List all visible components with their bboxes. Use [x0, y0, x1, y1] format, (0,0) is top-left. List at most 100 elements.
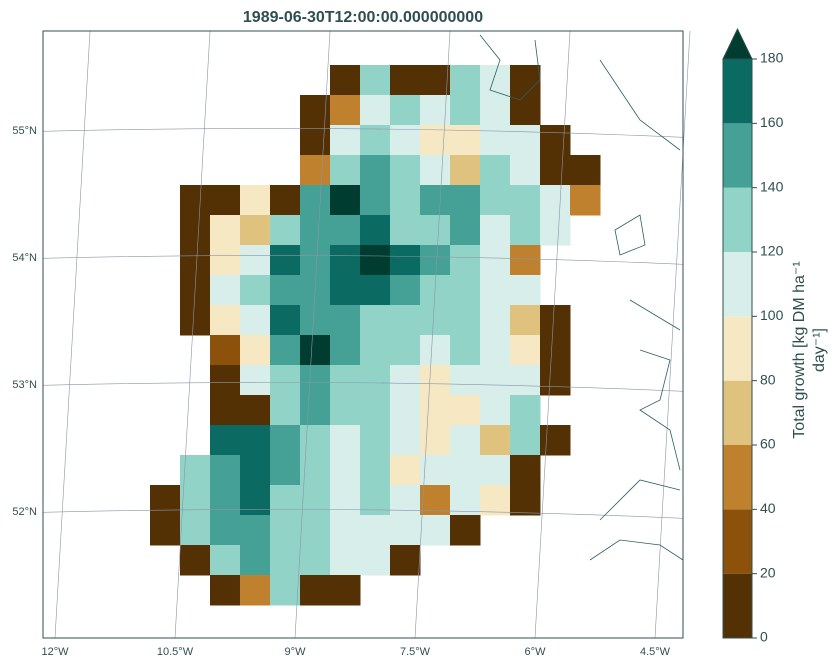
colorbar-tick-label: 180	[760, 50, 784, 66]
grid-cell	[150, 485, 181, 516]
colorbar-segment	[723, 573, 752, 638]
grid-cell	[510, 455, 541, 486]
grid-cell	[420, 305, 451, 336]
grid-cell	[270, 425, 301, 456]
grid-cell	[300, 365, 331, 396]
colorbar-label: Total growth [kg DM ha⁻¹	[791, 261, 808, 438]
colorbar-tick-label: 140	[760, 178, 784, 194]
grid-cell	[300, 155, 331, 186]
grid-cell	[210, 485, 241, 516]
grid-cell	[480, 365, 511, 396]
grid-cell	[510, 395, 541, 426]
grid-cell	[180, 245, 211, 276]
lon-tick-label: 12°W	[41, 646, 69, 658]
grid-cell	[360, 215, 391, 246]
grid-cell	[210, 245, 241, 276]
colorbar-frame	[722, 58, 753, 639]
colorbar-tick-label: 160	[760, 114, 784, 130]
grid-cell	[480, 395, 511, 426]
coastline	[479, 34, 684, 561]
grid-cell	[360, 455, 391, 486]
grid-cell	[360, 305, 391, 336]
grid-cell	[330, 335, 361, 366]
parallel	[42, 382, 684, 392]
grid-cell	[450, 155, 481, 186]
colorbar-tick-label: 80	[760, 371, 776, 387]
graticule: 12°W 10.5°W 9°W 7.5°W 6°W 4.5°W 55°N 54°N 53°N 52…	[12, 30, 691, 658]
grid-cell	[420, 215, 451, 246]
grid-cell	[270, 515, 301, 546]
grid-cell	[360, 95, 391, 126]
grid-cell	[180, 545, 211, 576]
grid-cell	[330, 215, 361, 246]
grid-cell	[360, 125, 391, 156]
grid-cell	[540, 365, 571, 396]
grid-cell	[270, 575, 301, 606]
grid-cell	[390, 395, 421, 426]
grid-cell	[240, 185, 271, 216]
meridian	[534, 30, 571, 639]
lon-tick-label: 10.5°W	[157, 646, 194, 658]
colorbar-segment	[723, 445, 752, 510]
grid-cell	[240, 245, 271, 276]
map-frame	[42, 30, 684, 639]
grid-cell	[450, 95, 481, 126]
grid-cell	[330, 185, 361, 216]
grid-cell	[330, 65, 361, 96]
grid-cell	[240, 365, 271, 396]
grid-cell	[390, 545, 421, 576]
grid-cell	[510, 365, 541, 396]
colorbar-extend	[722, 27, 753, 60]
grid-cell	[300, 515, 331, 546]
grid-cell	[510, 65, 541, 96]
grid-cell	[480, 125, 511, 156]
colorbar-tick-label: 120	[760, 243, 784, 259]
grid-cell	[330, 125, 361, 156]
grid-cell	[390, 275, 421, 306]
grid-cell	[210, 185, 241, 216]
grid-cell	[240, 515, 271, 546]
grid-cell	[360, 185, 391, 216]
grid-cell	[270, 365, 301, 396]
grid-cell	[510, 185, 541, 216]
grid-cell	[330, 305, 361, 336]
grid-cell	[540, 125, 571, 156]
grid-cell	[480, 65, 511, 96]
grid-cell	[510, 125, 541, 156]
grid-cell	[360, 155, 391, 186]
lat-tick-label: 54°N	[12, 252, 37, 264]
grid-cell	[480, 95, 511, 126]
grid-cell	[300, 575, 331, 606]
grid-cell	[210, 335, 241, 366]
lon-tick-label: 6°W	[525, 646, 547, 658]
grid-cell	[510, 425, 541, 456]
grid-cell	[510, 245, 541, 276]
colorbar-tick-label: 20	[760, 564, 776, 580]
grid-cell	[330, 515, 361, 546]
grid-cell	[180, 215, 211, 246]
grid-cell	[270, 215, 301, 246]
grid-cell	[540, 215, 571, 246]
parallel	[42, 509, 684, 519]
grid-cell	[240, 215, 271, 246]
grid-cell	[480, 155, 511, 186]
grid-cell	[240, 545, 271, 576]
grid-cell	[300, 485, 331, 516]
grid-cell	[180, 185, 211, 216]
grid-cell	[510, 335, 541, 366]
colorbar-tick-label: 60	[760, 436, 776, 452]
grid-cell	[450, 275, 481, 306]
grid-cell	[570, 155, 601, 186]
grid-cell	[300, 185, 331, 216]
grid-cell	[510, 485, 541, 516]
grid-cell	[450, 485, 481, 516]
grid-cell	[450, 455, 481, 486]
grid-cell	[300, 395, 331, 426]
grid-cell	[330, 425, 361, 456]
grid-cell	[390, 335, 421, 366]
grid-cell	[270, 545, 301, 576]
grid-cell	[180, 305, 211, 336]
grid-cell	[450, 365, 481, 396]
grid-cell	[540, 155, 571, 186]
grid-cell	[540, 305, 571, 336]
